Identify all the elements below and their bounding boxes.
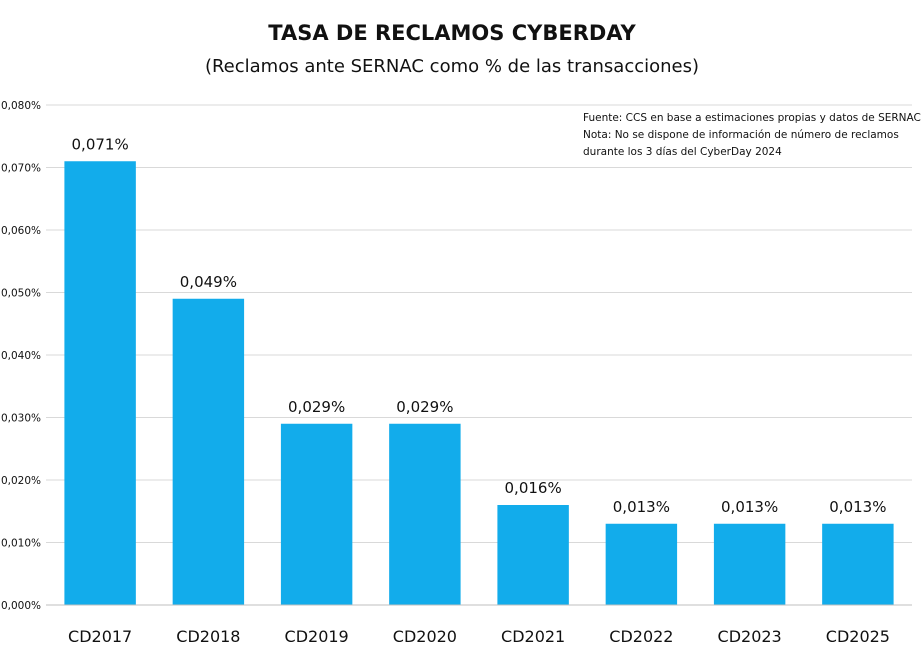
x-tick-label: CD2018 xyxy=(176,627,240,646)
chart-note-line: Nota: No se dispone de información de nú… xyxy=(583,129,899,141)
chart-note-line: Fuente: CCS en base a estimaciones propi… xyxy=(583,112,921,124)
data-label: 0,013% xyxy=(613,498,670,516)
data-label: 0,029% xyxy=(288,398,345,416)
bars xyxy=(64,161,894,605)
y-tick-label: 0,070% xyxy=(1,163,41,175)
data-label: 0,013% xyxy=(721,498,778,516)
chart-notes: Fuente: CCS en base a estimaciones propi… xyxy=(583,112,921,158)
y-tick-label: 0,080% xyxy=(1,100,41,112)
y-tick-label: 0,000% xyxy=(1,600,41,612)
data-label: 0,016% xyxy=(505,479,562,497)
bar-cd2018 xyxy=(172,298,245,605)
data-label: 0,049% xyxy=(180,273,237,291)
data-label: 0,071% xyxy=(72,135,129,153)
chart-subtitle: (Reclamos ante SERNAC como % de las tran… xyxy=(205,56,699,77)
x-tick-label: CD2023 xyxy=(718,627,782,646)
data-label: 0,029% xyxy=(396,398,453,416)
y-tick-label: 0,030% xyxy=(1,413,41,425)
bar-cd2017 xyxy=(64,161,136,605)
x-axis: CD2017 CD2018 CD2019 CD2020 CD2021 CD2022 CD20… xyxy=(46,604,912,646)
x-tick-label: CD2017 xyxy=(68,627,132,646)
bar-cd2019 xyxy=(280,423,353,605)
x-tick-label: CD2022 xyxy=(609,627,673,646)
bar-cd2022 xyxy=(605,523,678,605)
bar-cd2023 xyxy=(713,523,786,605)
y-tick-label: 0,040% xyxy=(1,350,41,362)
chart-note-line: durante los 3 días del CyberDay 2024 xyxy=(583,146,782,158)
x-tick-label: CD2019 xyxy=(285,627,349,646)
bar-cd2020 xyxy=(389,423,461,605)
data-labels: 0,071% 0,049% 0,029% 0,029% 0,016% 0,013% 0,01… xyxy=(72,135,887,516)
y-tick-label: 0,020% xyxy=(1,475,41,487)
y-tick-label: 0,060% xyxy=(1,225,41,237)
bar-cd2021 xyxy=(497,505,569,605)
bar-cd2025 xyxy=(822,523,894,605)
y-tick-label: 0,050% xyxy=(1,288,41,300)
x-tick-label: CD2025 xyxy=(826,627,890,646)
x-tick-label: CD2021 xyxy=(501,627,565,646)
chart-title: TASA DE RECLAMOS CYBERDAY xyxy=(268,21,636,45)
y-axis: 0,000% 0,010% 0,020% 0,030% 0,040% 0,050% 0,06… xyxy=(1,100,41,612)
data-label: 0,013% xyxy=(829,498,886,516)
x-tick-label: CD2020 xyxy=(393,627,457,646)
y-tick-label: 0,010% xyxy=(1,538,41,550)
